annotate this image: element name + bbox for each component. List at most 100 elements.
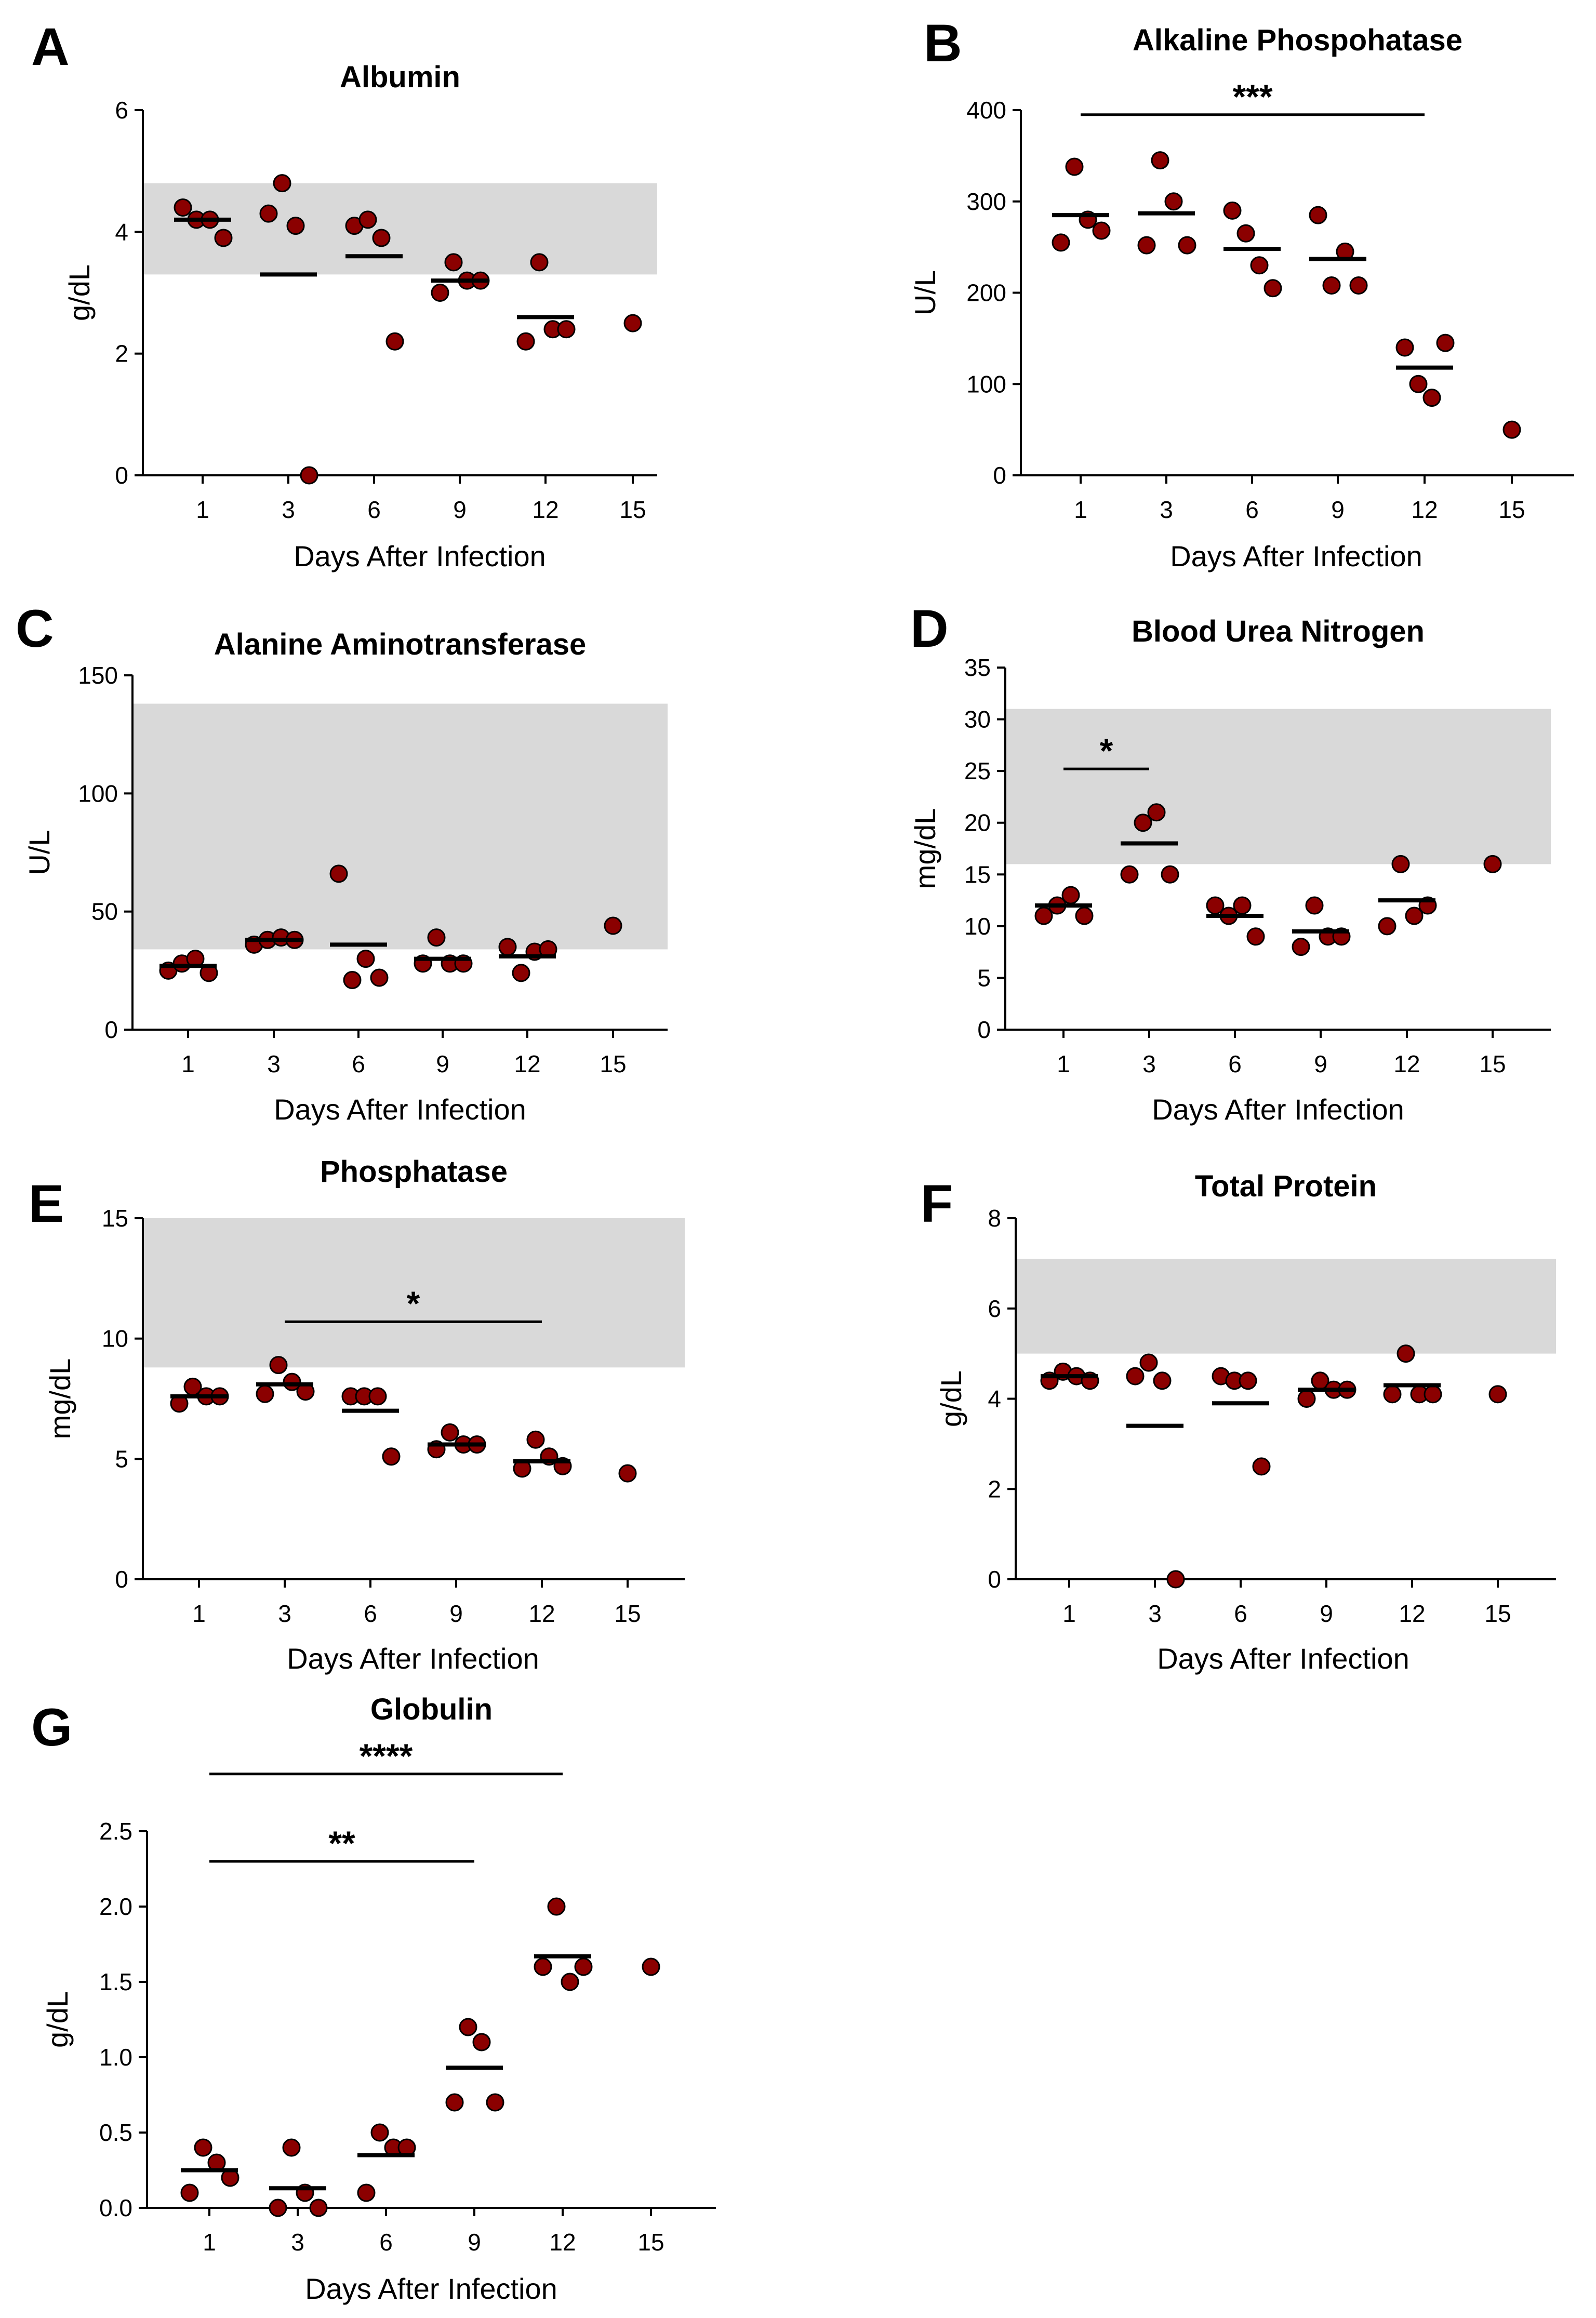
panel-g-data-point: [282, 2138, 301, 2157]
panel-g-data-point: [547, 1897, 566, 1916]
panel-d-y-tick-label: 0: [977, 1016, 991, 1043]
panel-g-data-point: [357, 2183, 376, 2202]
panel-f-data-point: [1383, 1385, 1402, 1404]
panel-b-data-point: [1065, 157, 1084, 176]
panel-d-x-tick-label: 9: [1314, 1050, 1327, 1077]
panel-a-data-point: [385, 332, 404, 351]
panel-e-data-point: [441, 1423, 459, 1442]
panel-d-data-point: [1061, 886, 1080, 904]
panel-a-x-axis-label: Days After Infection: [294, 540, 546, 572]
panel-a-data-point: [372, 229, 391, 247]
panel-f-title: Total Protein: [1195, 1169, 1377, 1203]
panel-e-letter: E: [29, 1174, 64, 1233]
panel-d-data-point: [1147, 803, 1166, 822]
panel-e-x-tick-label: 1: [192, 1600, 206, 1627]
panel-f-y-tick-label: 8: [988, 1205, 1001, 1232]
panel-g-y-tick-label: 0.5: [99, 2119, 132, 2146]
panel-c-data-point: [329, 864, 348, 883]
panel-e-data-point: [526, 1430, 545, 1449]
panel-c-y-tick-label: 150: [78, 662, 118, 689]
panel-b-y-tick-label: 200: [966, 279, 1006, 307]
panel-e-x-axis-label: Days After Infection: [287, 1642, 539, 1675]
panel-g-y-tick-label: 2.5: [99, 1818, 132, 1845]
panel-g-title: Globulin: [370, 1693, 493, 1726]
panel-g-data-point: [642, 1957, 660, 1976]
panel-b-x-tick-label: 9: [1331, 496, 1345, 523]
panel-f-x-tick-label: 9: [1320, 1600, 1333, 1627]
panel-a-data-point: [358, 210, 377, 229]
panel-c-data-point: [604, 916, 622, 935]
panel-c-data-point: [343, 971, 362, 990]
panel-d-y-tick-label: 5: [977, 964, 991, 991]
panel-e-normal-range-band: [143, 1218, 685, 1368]
panel-f-x-tick-label: 3: [1148, 1600, 1162, 1627]
panel-f-data-point: [1126, 1367, 1145, 1386]
panel-c-y-axis-label: U/L: [23, 830, 56, 875]
panel-b-data-point: [1236, 224, 1255, 243]
panel-a-x-tick-label: 3: [282, 496, 295, 523]
panel-d-data-point: [1246, 927, 1265, 946]
panel-b-data-point: [1164, 192, 1183, 211]
panel-f-data-point: [1396, 1344, 1415, 1363]
panel-b-data-point: [1223, 201, 1242, 220]
panel-g-data-point: [574, 1957, 593, 1976]
panel-b-data-point: [1422, 389, 1441, 407]
panel-b-data-point: [1178, 236, 1196, 255]
panel-f-data-point: [1153, 1371, 1172, 1390]
panel-c-letter: C: [16, 599, 54, 658]
panel-d-y-tick-label: 15: [964, 861, 991, 888]
panel-b-x-tick-label: 6: [1245, 496, 1259, 523]
panel-c-title: Alanine Aminotransferase: [214, 628, 587, 661]
panel-b-data-point: [1151, 151, 1169, 170]
panel-b-y-tick-label: 0: [993, 462, 1006, 489]
panel-a-y-tick-label: 6: [115, 97, 128, 124]
panel-e-x-tick-label: 12: [528, 1600, 555, 1627]
panel-f-x-axis-label: Days After Infection: [1157, 1642, 1409, 1675]
panel-g-y-axis-label: g/dL: [41, 1991, 74, 2048]
panel-b-letter: B: [924, 14, 962, 73]
panel-d-x-tick-label: 6: [1228, 1050, 1242, 1077]
panel-b-x-tick-label: 1: [1074, 496, 1087, 523]
panel-c-x-tick-label: 15: [600, 1050, 626, 1077]
panel-f-letter: F: [921, 1174, 953, 1233]
panel-b-data-point: [1250, 256, 1269, 275]
panel-g-data-point: [370, 2123, 389, 2142]
panel-b-data-point: [1395, 338, 1414, 357]
panel-b-data-point: [1309, 206, 1327, 224]
panel-g-y-tick-label: 1.5: [99, 1968, 132, 1995]
panel-a-title: Albumin: [340, 60, 460, 94]
panel-c-data-point: [370, 968, 389, 987]
panel-e-y-axis-label: mg/dL: [44, 1358, 76, 1440]
panel-c-data-point: [427, 928, 446, 947]
panel-g-x-axis-label: Days After Infection: [305, 2272, 557, 2305]
panel-a-data-point: [259, 204, 278, 223]
panel-d-y-tick-label: 30: [964, 706, 991, 733]
panel-e-y-tick-label: 10: [102, 1325, 128, 1352]
panel-d-data-point: [1378, 917, 1396, 936]
panel-f-y-tick-label: 6: [988, 1295, 1001, 1322]
panel-a-data-point: [286, 217, 305, 235]
panel-e-title: Phosphatase: [320, 1155, 508, 1189]
panel-e-significance-label: *: [407, 1284, 420, 1323]
panel-b-x-tick-label: 3: [1160, 496, 1173, 523]
panel-a-data-point: [516, 332, 535, 351]
panel-f-x-tick-label: 1: [1062, 1600, 1076, 1627]
panel-a-data-point: [530, 253, 549, 272]
panel-b-data-point: [1052, 233, 1070, 252]
panel-e-data-point: [256, 1384, 274, 1403]
panel-g-data-point: [445, 2093, 464, 2112]
panel-c-y-tick-label: 0: [104, 1016, 118, 1043]
panel-b-data-point: [1264, 279, 1282, 298]
panel-b-data-point: [1322, 276, 1341, 295]
panel-g-x-tick-label: 6: [379, 2229, 393, 2256]
panel-g-data-point: [180, 2183, 199, 2202]
panel-b-x-tick-label: 12: [1411, 496, 1438, 523]
panel-f-data-point: [1424, 1385, 1442, 1404]
panel-d-y-axis-label: mg/dL: [909, 808, 941, 889]
panel-f-data-point: [1166, 1570, 1185, 1589]
panel-c-x-tick-label: 1: [181, 1050, 195, 1077]
panel-c-x-tick-label: 6: [352, 1050, 365, 1077]
panel-a-data-point: [174, 198, 192, 217]
panel-a-x-tick-label: 9: [453, 496, 467, 523]
panel-g-data-point: [486, 2093, 504, 2112]
